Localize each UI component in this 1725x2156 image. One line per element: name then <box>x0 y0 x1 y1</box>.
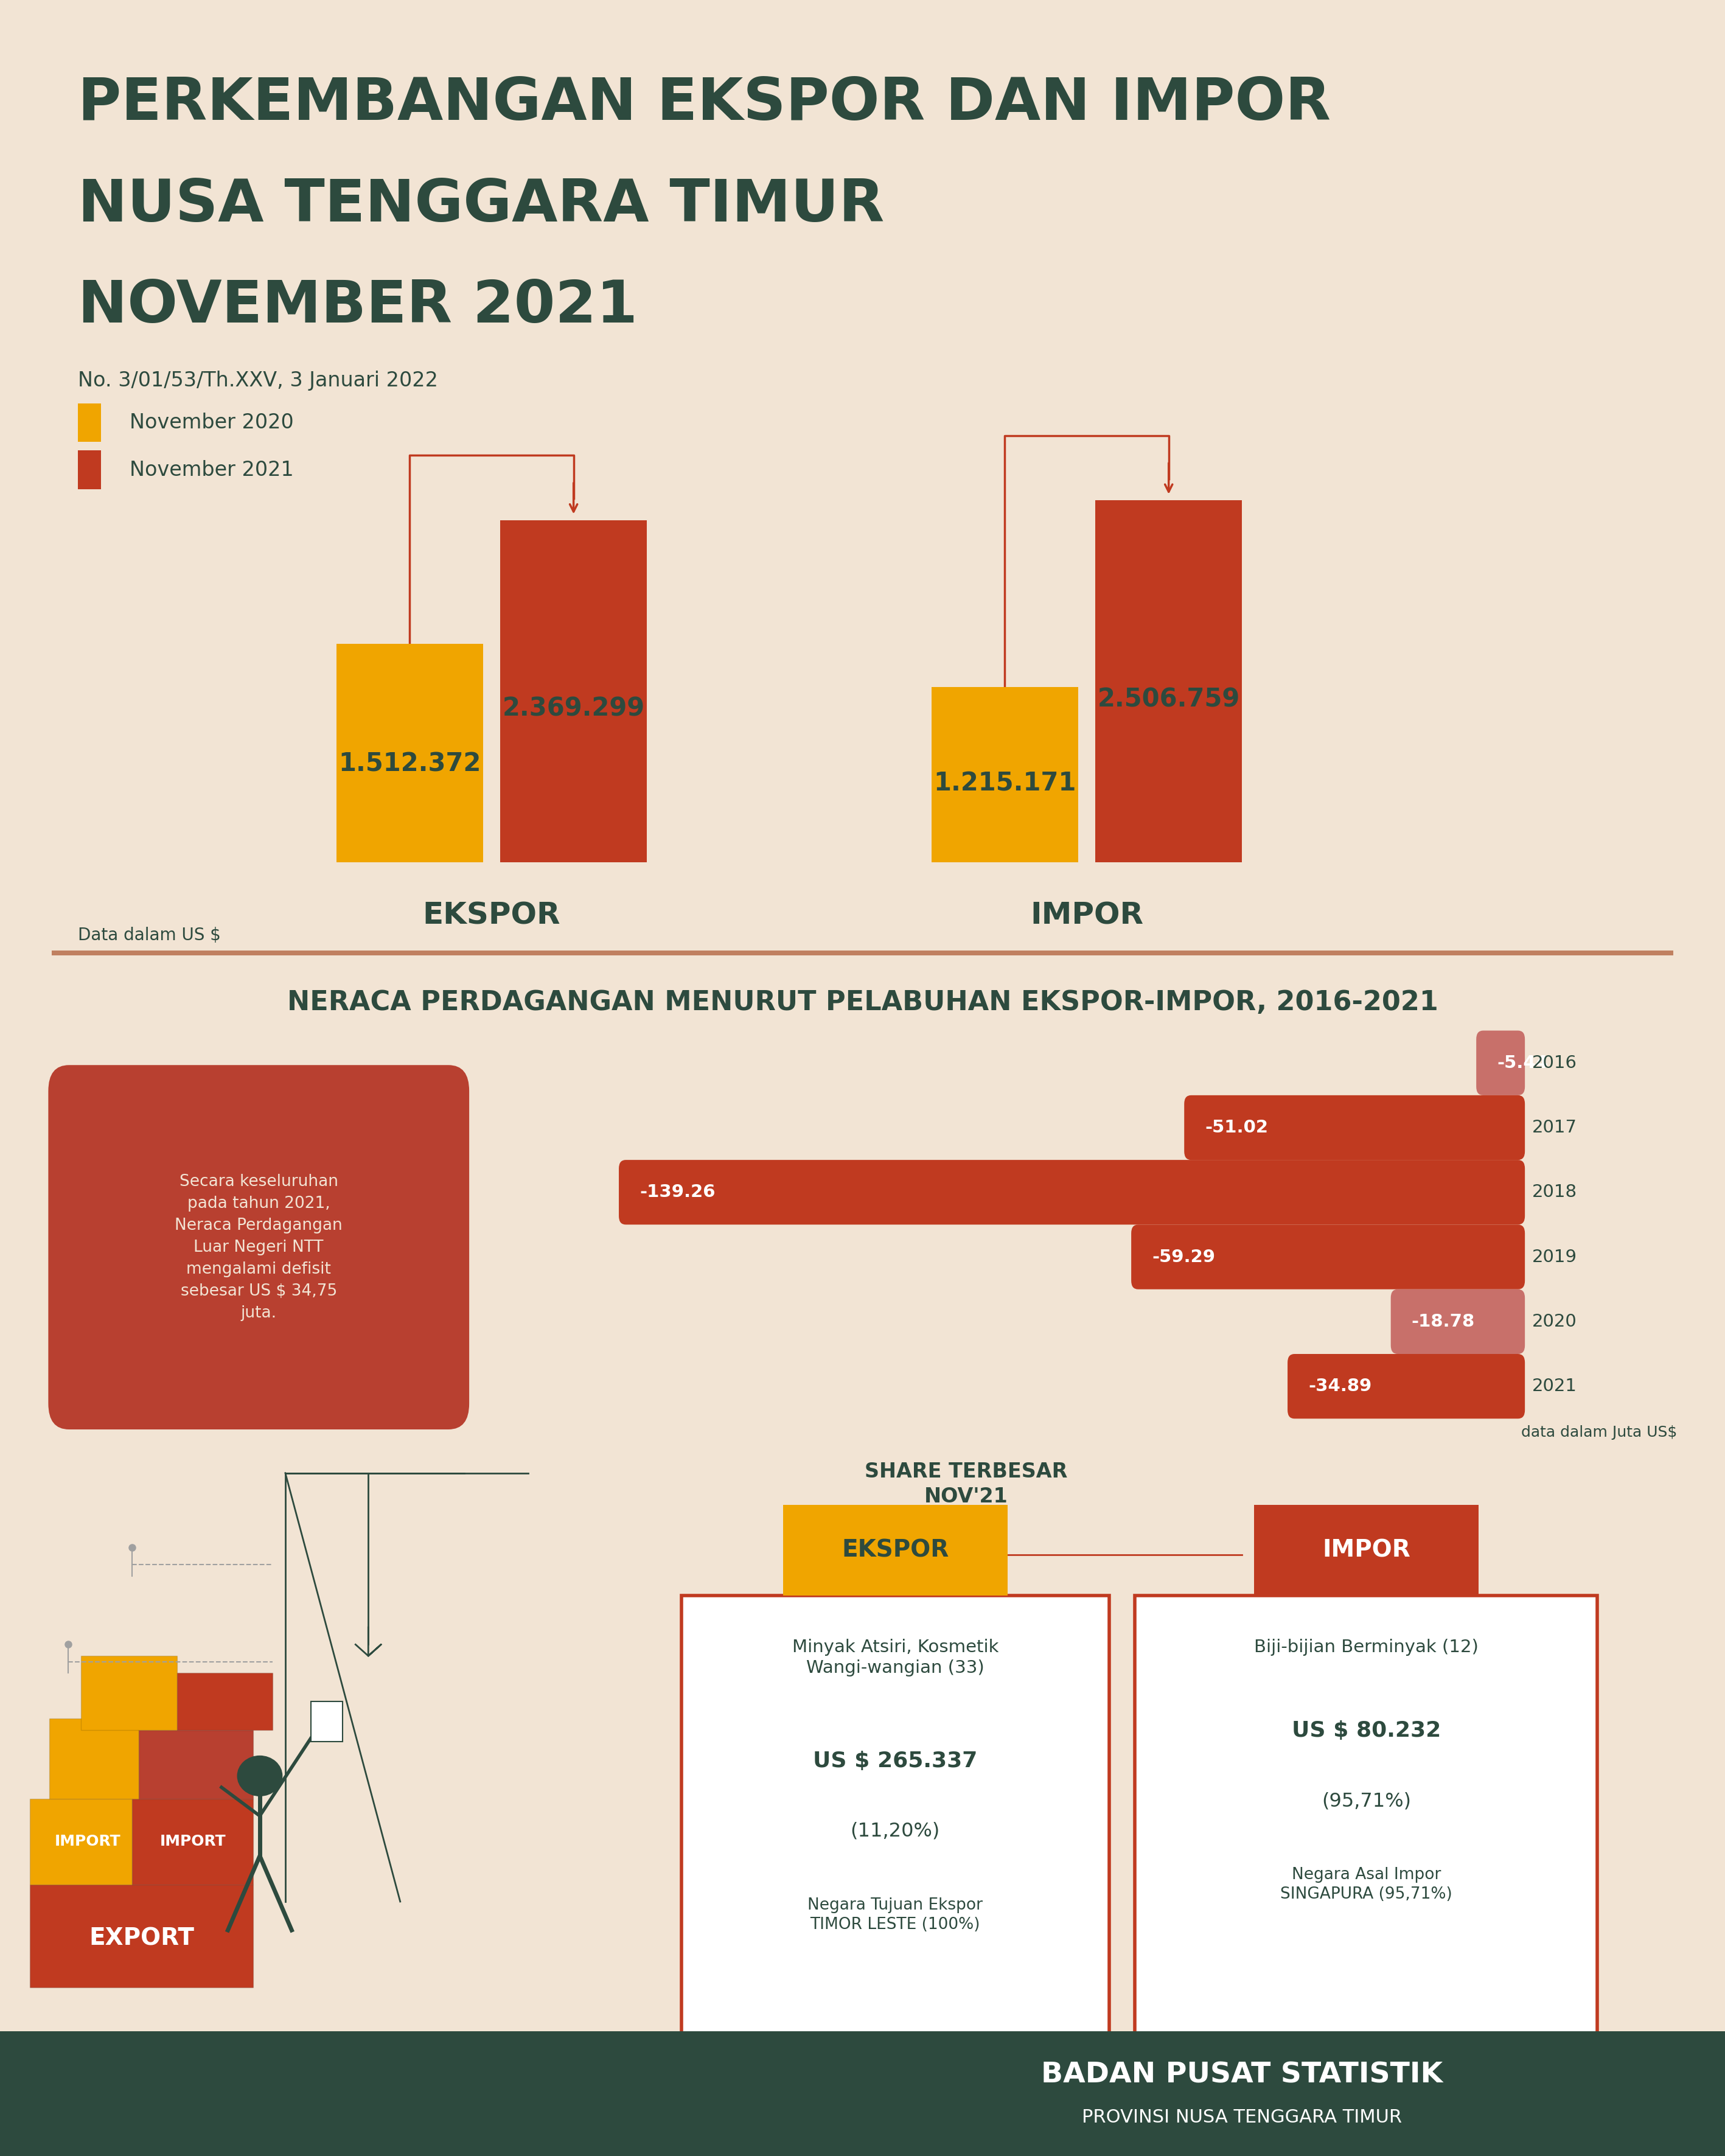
Text: PROVINSI NUSA TENGGARA TIMUR: PROVINSI NUSA TENGGARA TIMUR <box>1082 2109 1402 2126</box>
Text: No. 3/01/53/Th.XXV, 3 Januari 2022: No. 3/01/53/Th.XXV, 3 Januari 2022 <box>78 371 438 390</box>
Text: US $ 265.337: US $ 265.337 <box>812 1751 978 1772</box>
Text: NUSA TENGGARA TIMUR: NUSA TENGGARA TIMUR <box>78 177 885 233</box>
Text: IMPORT: IMPORT <box>55 1835 121 1850</box>
Circle shape <box>1535 2063 1639 2124</box>
Text: (11,20%): (11,20%) <box>850 1822 940 1841</box>
Bar <box>29 1798 133 1884</box>
Text: IMPOR: IMPOR <box>1030 901 1144 931</box>
Bar <box>138 1729 254 1798</box>
Text: 2018: 2018 <box>1532 1184 1577 1201</box>
Bar <box>50 1718 138 1798</box>
Text: -59.29: -59.29 <box>1152 1248 1214 1266</box>
Text: 1.512.372: 1.512.372 <box>338 750 481 776</box>
Text: BPS: BPS <box>1573 2087 1601 2100</box>
Text: IMPORT: IMPORT <box>160 1835 226 1850</box>
Text: (95,71%): (95,71%) <box>1321 1792 1411 1811</box>
Text: BADAN PUSAT STATISTIK: BADAN PUSAT STATISTIK <box>1042 2061 1442 2089</box>
Text: EKSPOR: EKSPOR <box>423 901 561 931</box>
Text: -34.89: -34.89 <box>1308 1378 1371 1395</box>
Text: November 2021: November 2021 <box>129 459 293 481</box>
Text: Negara Asal Impor
SINGAPURA (95,71%): Negara Asal Impor SINGAPURA (95,71%) <box>1280 1867 1452 1902</box>
Text: Data dalam US $: Data dalam US $ <box>78 927 221 944</box>
Text: November 2020: November 2020 <box>129 412 293 433</box>
Circle shape <box>238 1755 283 1796</box>
Text: EXPORT: EXPORT <box>90 1927 195 1951</box>
Text: US $ 80.232: US $ 80.232 <box>1292 1720 1440 1742</box>
Bar <box>29 1884 254 1988</box>
Text: 2017: 2017 <box>1532 1119 1577 1136</box>
Text: 2019: 2019 <box>1532 1248 1577 1266</box>
Text: Secara keseluruhan
pada tahun 2021,
Neraca Perdagangan
Luar Negeri NTT
mengalami: Secara keseluruhan pada tahun 2021, Nera… <box>174 1173 343 1322</box>
Text: Biji-bijian Berminyak (12): Biji-bijian Berminyak (12) <box>1254 1639 1478 1656</box>
Bar <box>133 1798 254 1884</box>
Text: PERKEMBANGAN EKSPOR DAN IMPOR: PERKEMBANGAN EKSPOR DAN IMPOR <box>78 75 1330 132</box>
Text: NERACA PERDAGANGAN MENURUT PELABUHAN EKSPOR-IMPOR, 2016-2021: NERACA PERDAGANGAN MENURUT PELABUHAN EKS… <box>286 990 1439 1015</box>
Text: -51.02: -51.02 <box>1204 1119 1268 1136</box>
Text: -139.26: -139.26 <box>640 1184 716 1201</box>
Text: NOVEMBER 2021: NOVEMBER 2021 <box>78 278 637 334</box>
Text: 2016: 2016 <box>1532 1054 1577 1072</box>
Text: IMPOR: IMPOR <box>1321 1539 1411 1561</box>
Text: data dalam Juta US$: data dalam Juta US$ <box>1521 1425 1677 1440</box>
Bar <box>81 1656 178 1729</box>
Text: 2.369.299: 2.369.299 <box>502 696 645 720</box>
Text: EKSPOR: EKSPOR <box>842 1539 949 1561</box>
Text: 1.215.171: 1.215.171 <box>933 770 1076 796</box>
Text: Minyak Atsiri, Kosmetik
Wangi-wangian (33): Minyak Atsiri, Kosmetik Wangi-wangian (3… <box>792 1639 999 1677</box>
Text: -5.44: -5.44 <box>1497 1054 1547 1072</box>
Text: SHARE TERBESAR
NOV'21: SHARE TERBESAR NOV'21 <box>864 1462 1068 1507</box>
Circle shape <box>1515 2050 1659 2137</box>
Text: 2021: 2021 <box>1532 1378 1577 1395</box>
Text: 2020: 2020 <box>1532 1313 1577 1330</box>
Bar <box>178 1673 273 1729</box>
Text: Negara Tujuan Ekspor
TIMOR LESTE (100%): Negara Tujuan Ekspor TIMOR LESTE (100%) <box>807 1897 983 1932</box>
Text: -18.78: -18.78 <box>1411 1313 1475 1330</box>
Bar <box>310 1701 343 1742</box>
Text: 2.506.759: 2.506.759 <box>1097 686 1240 711</box>
